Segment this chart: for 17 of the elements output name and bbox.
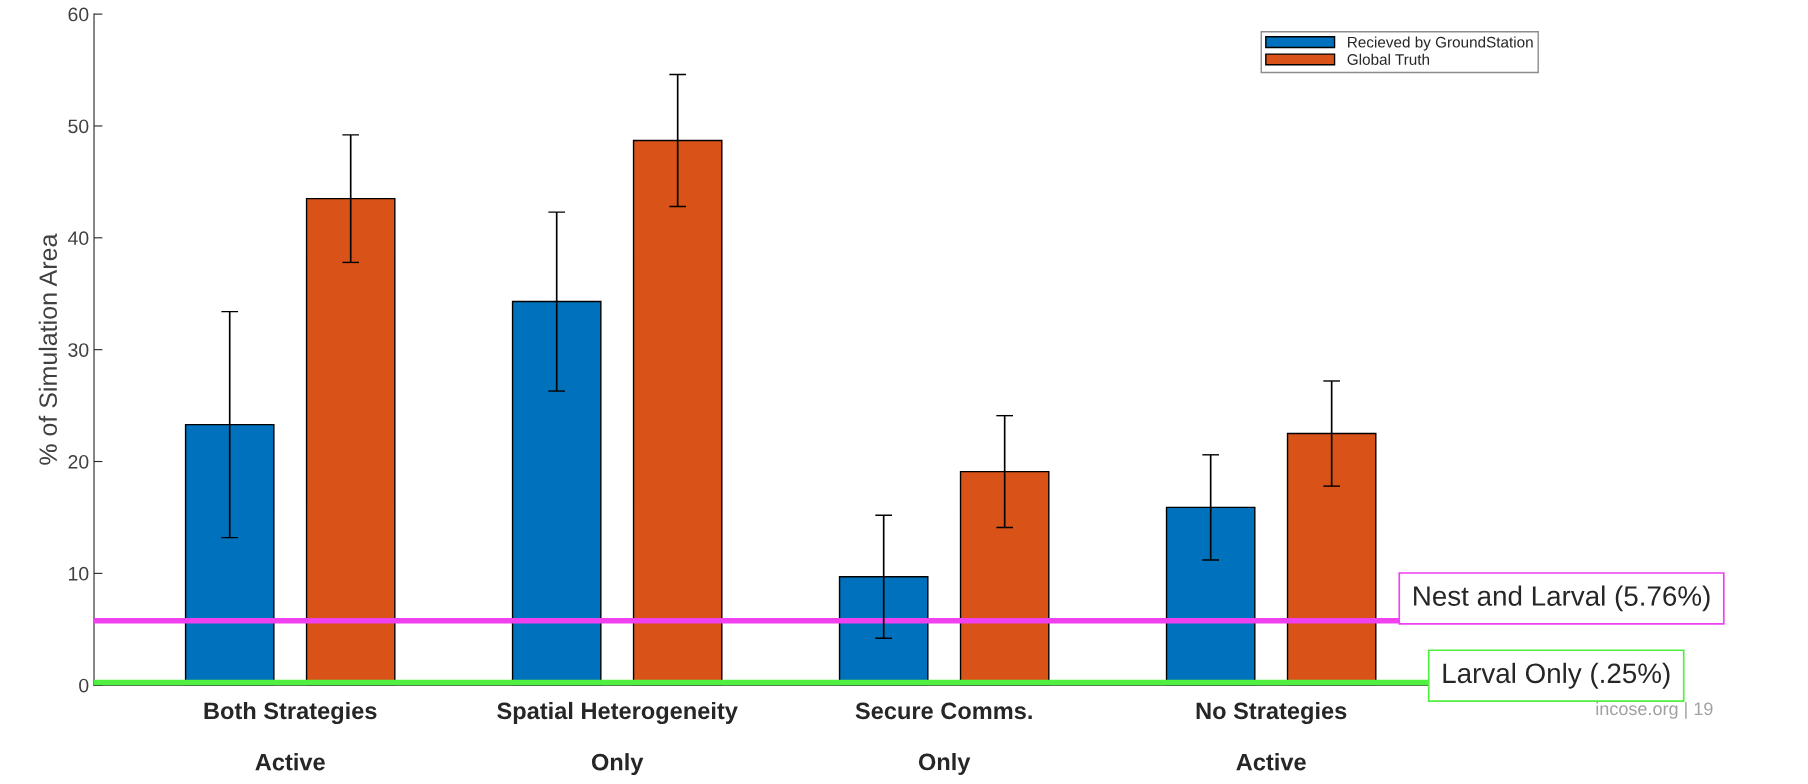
category-label: No Strategies Active — [1196, 701, 1347, 771]
category-label: Secure Comms. Only — [855, 702, 1032, 775]
category-label: Both Strategies Active — [204, 701, 377, 771]
y-tick-label: 40 — [67, 231, 89, 246]
legend-label: Global Truth — [1347, 53, 1430, 65]
y-axis-title: % of Simulation Area — [38, 233, 58, 465]
ref-line-label: Larval Only (.25%) — [1443, 662, 1670, 689]
y-tick-label: 30 — [68, 343, 89, 357]
y-tick-label: 50 — [68, 119, 89, 134]
category-label: Spatial Heterogeneity Only — [497, 701, 738, 776]
y-tick-label: 0 — [79, 678, 89, 693]
ref-line-label: Nest and Larval (5.76%) — [1414, 585, 1710, 612]
y-tick-label: 20 — [68, 454, 89, 469]
text: incose.org | 19 — [1596, 701, 1713, 719]
y-tick-label: 10 — [69, 566, 89, 581]
y-tick-label: 60 — [68, 7, 89, 22]
legend-label: Recieved by GroundStation — [1348, 36, 1533, 51]
